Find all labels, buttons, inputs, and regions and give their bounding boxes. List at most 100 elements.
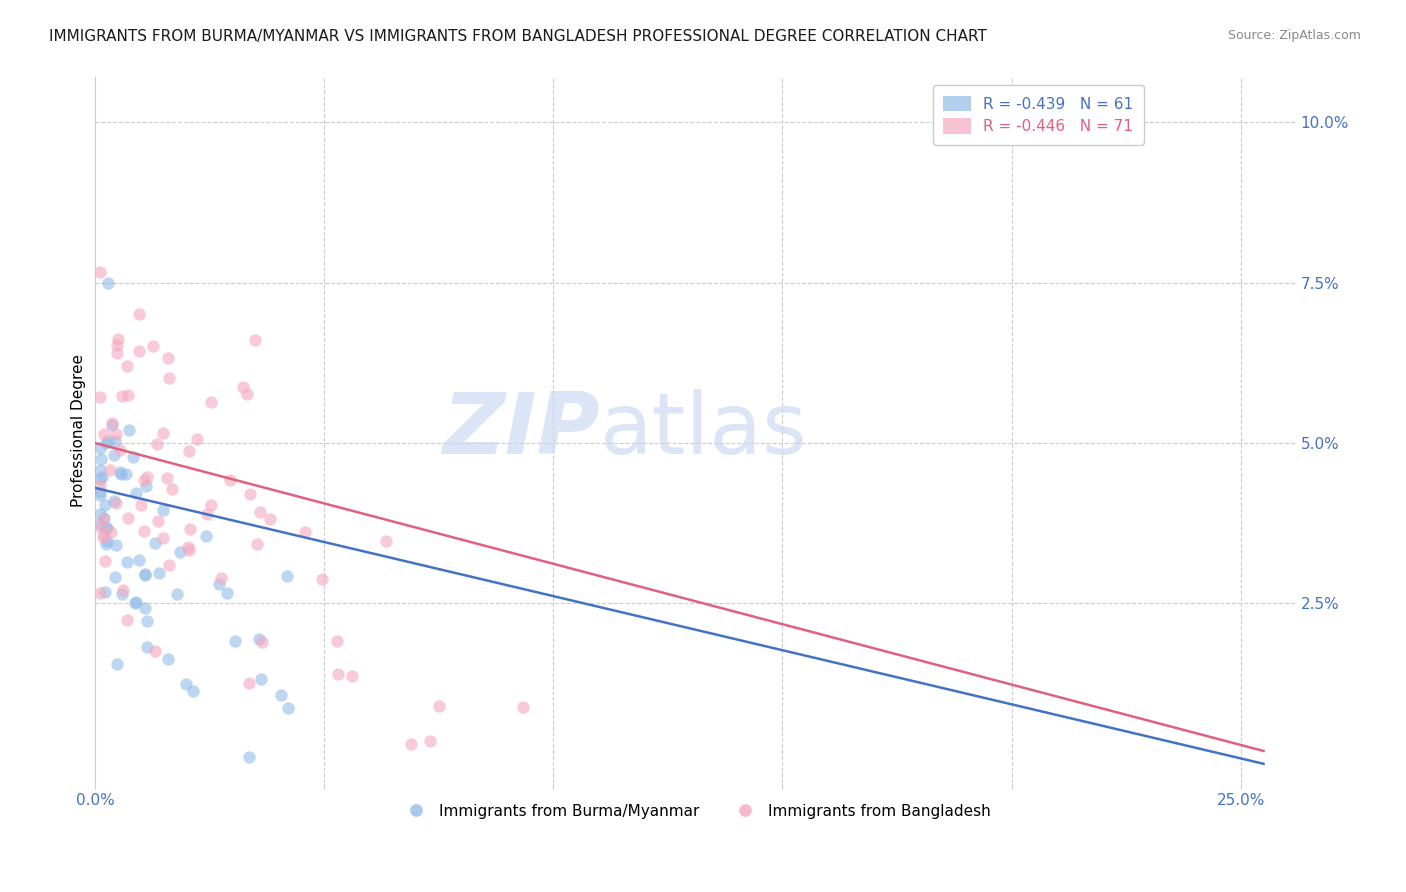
Point [311,572,333,586]
Point [104,570,127,584]
Point [186,432,208,446]
Point [96,533,118,548]
Point [512,700,534,714]
Point [146,514,169,528]
Point [135,479,157,493]
Point [93,528,115,542]
Point [89,520,111,534]
Point [98,462,121,476]
Point [160,482,183,496]
Text: atlas: atlas [599,389,807,472]
Point [128,344,150,359]
Point [105,427,128,442]
Point [104,537,127,551]
Point [89,485,111,500]
Point [143,536,166,550]
Point [156,471,179,485]
Point [209,571,232,585]
Point [105,496,128,510]
Point [93,427,115,442]
Text: ZIP: ZIP [441,389,599,472]
Point [245,537,267,551]
Point [96,520,118,534]
Point [101,417,124,431]
Point [93,498,115,512]
Point [115,613,138,627]
Point [128,307,150,321]
Point [96,521,118,535]
Point [103,494,125,508]
Point [91,470,114,484]
Point [142,339,165,353]
Legend: Immigrants from Burma/Myanmar, Immigrants from Bangladesh: Immigrants from Burma/Myanmar, Immigrant… [394,797,997,825]
Point [111,389,134,403]
Point [104,434,127,448]
Point [374,533,396,548]
Point [89,441,111,455]
Point [125,595,148,609]
Point [157,371,180,385]
Point [145,437,167,451]
Point [174,677,197,691]
Point [111,587,134,601]
Point [105,338,128,352]
Point [157,351,180,365]
Point [118,423,141,437]
Point [117,388,139,402]
Point [105,657,128,671]
Point [112,582,135,597]
Point [110,465,132,479]
Point [270,689,292,703]
Point [100,417,122,432]
Point [294,524,316,539]
Point [96,276,118,290]
Point [97,434,120,448]
Point [156,652,179,666]
Point [124,486,146,500]
Point [121,450,143,464]
Point [235,386,257,401]
Point [143,644,166,658]
Point [89,390,111,404]
Point [148,566,170,580]
Point [110,467,132,481]
Point [128,553,150,567]
Point [115,467,138,481]
Point [169,545,191,559]
Point [152,531,174,545]
Point [152,502,174,516]
Point [134,567,156,582]
Point [194,529,217,543]
Point [177,540,200,554]
Point [152,426,174,441]
Point [249,673,271,687]
Point [94,435,117,450]
Text: Source: ZipAtlas.com: Source: ZipAtlas.com [1227,29,1361,43]
Point [124,595,146,609]
Point [401,738,423,752]
Point [132,524,155,539]
Point [340,669,363,683]
Point [136,614,159,628]
Point [157,558,180,572]
Point [89,264,111,278]
Point [208,577,231,591]
Point [136,470,159,484]
Point [238,750,260,764]
Point [277,700,299,714]
Point [218,473,240,487]
Point [166,587,188,601]
Point [326,667,349,681]
Point [179,543,201,558]
Point [232,380,254,394]
Point [91,530,114,544]
Point [239,486,262,500]
Point [89,472,111,486]
Point [89,585,111,599]
Point [276,569,298,583]
Point [200,498,222,512]
Point [238,676,260,690]
Point [224,634,246,648]
Point [249,505,271,519]
Point [93,511,115,525]
